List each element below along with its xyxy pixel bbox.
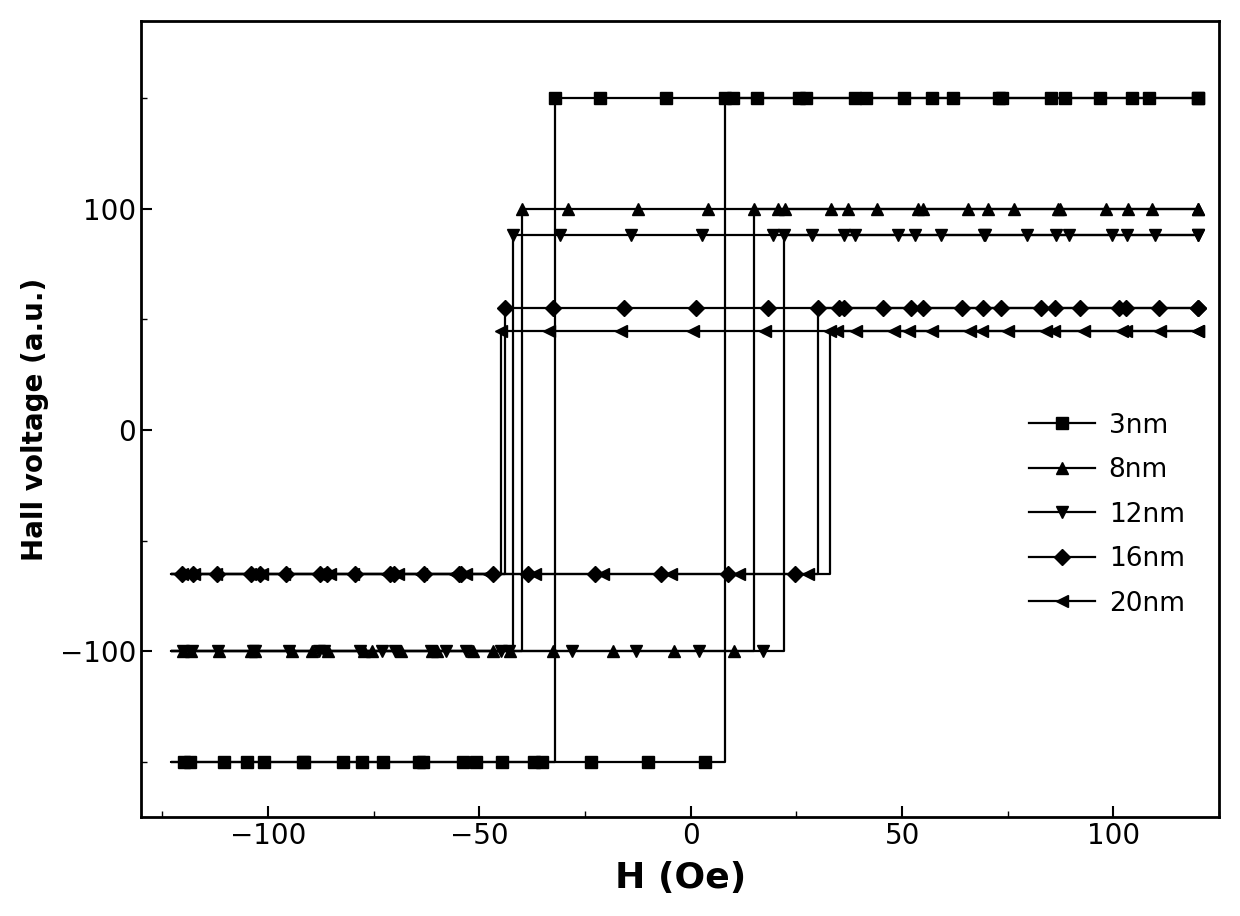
- 16nm: [1190, 303, 1205, 314]
- 20nm: [1089, 325, 1104, 336]
- Line: 16nm: 16nm: [165, 303, 1204, 580]
- Line: 3nm: 3nm: [165, 93, 1204, 768]
- 8nm: [284, 646, 299, 657]
- 20nm: [1178, 325, 1193, 336]
- Line: 8nm: 8nm: [165, 203, 1204, 657]
- 16nm: [279, 568, 294, 579]
- 20nm: [1190, 325, 1205, 336]
- 16nm: [698, 568, 713, 579]
- 8nm: [646, 646, 661, 657]
- 3nm: [717, 757, 732, 768]
- 20nm: [899, 325, 914, 336]
- 12nm: [1190, 230, 1205, 241]
- 8nm: [746, 646, 761, 657]
- 20nm: [300, 568, 315, 579]
- 16nm: [889, 303, 904, 314]
- 3nm: [815, 93, 830, 104]
- X-axis label: H (Oe): H (Oe): [615, 861, 745, 895]
- 8nm: [1190, 203, 1205, 214]
- 3nm: [1174, 93, 1189, 104]
- 3nm: [296, 757, 311, 768]
- 16nm: [810, 568, 825, 579]
- 12nm: [281, 646, 296, 657]
- 20nm: [1190, 325, 1205, 336]
- Line: 12nm: 12nm: [165, 230, 1204, 657]
- Legend: 3nm, 8nm, 12nm, 16nm, 20nm: 3nm, 8nm, 12nm, 16nm, 20nm: [1019, 402, 1195, 627]
- 12nm: [1190, 230, 1205, 241]
- 12nm: [671, 646, 686, 657]
- 3nm: [1190, 93, 1205, 104]
- 12nm: [776, 646, 791, 657]
- Y-axis label: Hall voltage (a.u.): Hall voltage (a.u.): [21, 278, 48, 561]
- 3nm: [1190, 93, 1205, 104]
- 8nm: [838, 203, 853, 214]
- Line: 20nm: 20nm: [165, 325, 1204, 580]
- 8nm: [1176, 203, 1190, 214]
- 16nm: [1178, 303, 1193, 314]
- 3nm: [278, 757, 293, 768]
- 3nm: [621, 757, 636, 768]
- 16nm: [1086, 303, 1101, 314]
- 8nm: [284, 646, 299, 657]
- 8nm: [1068, 203, 1083, 214]
- 20nm: [277, 568, 291, 579]
- 16nm: [298, 568, 312, 579]
- 12nm: [1076, 230, 1091, 241]
- 12nm: [1177, 230, 1192, 241]
- 16nm: [1190, 303, 1205, 314]
- 20nm: [823, 568, 838, 579]
- 12nm: [862, 230, 877, 241]
- 3nm: [1060, 93, 1075, 104]
- 12nm: [290, 646, 305, 657]
- 8nm: [1190, 203, 1205, 214]
- 20nm: [709, 568, 724, 579]
